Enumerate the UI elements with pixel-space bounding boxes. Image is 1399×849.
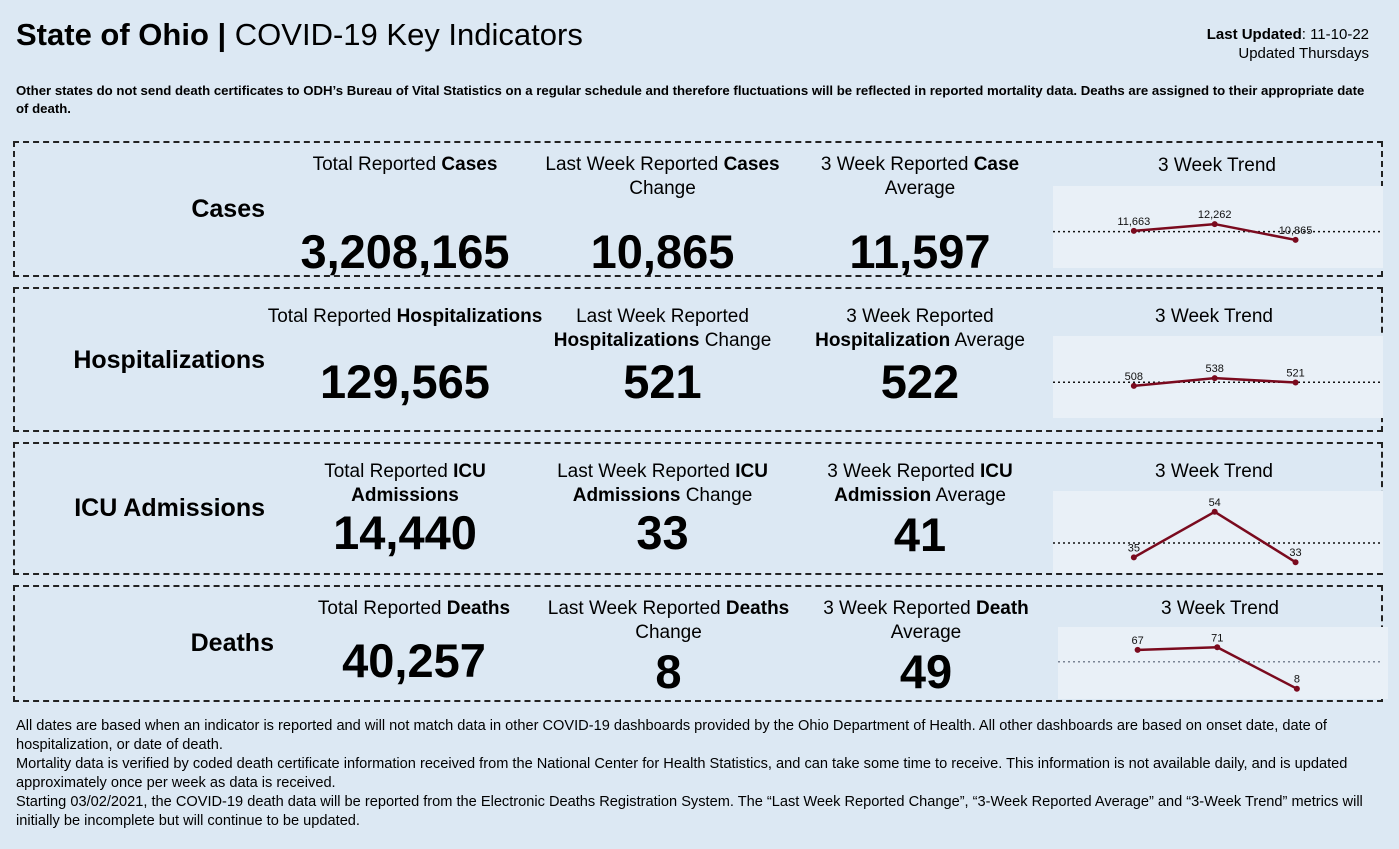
update-frequency: Updated Thursdays [1238,45,1369,62]
cases-average-value: 11,597 [849,225,991,278]
trend-point [1134,646,1141,653]
trend-point [1292,236,1299,243]
hospitalizations-change-value: 521 [623,355,702,408]
last-updated-value: : 11-10-22 [1301,26,1369,43]
trend-data-label: 71 [1211,632,1223,644]
trend-data-label: 12,262 [1198,209,1232,221]
total-cases-value: 3,208,165 [300,225,510,278]
icu-admissions-panel: ICU Admissions Total Reported ICU Admiss… [13,442,1383,575]
total-hospitalizations-value: 129,565 [320,355,490,408]
trend-title: 3 Week Trend [1158,155,1276,176]
metric-label-bold: Cases [441,154,498,175]
trend-data-label: 8 [1294,674,1300,686]
trend-title: 3 Week Trend [1155,461,1273,482]
cases-panel: Cases Total Reported Cases 3,208,165 Las… [13,141,1383,277]
trend-point [1292,379,1299,386]
title-separator: | [208,17,235,52]
cases-change-metric: Last Week Reported Cases Change 10,865 [540,153,785,277]
footer-note: Mortality data is verified by coded deat… [16,756,1348,791]
deaths-average-value: 49 [899,645,953,698]
row-label: ICU Admissions [74,494,265,522]
trend-point [1130,227,1137,234]
icu-average-metric: 3 Week Reported ICU Admission Average 41 [805,460,1035,560]
trend-data-label: 67 [1132,635,1144,647]
hospitalizations-average-value: 522 [880,355,960,408]
hospitalizations-change-metric: Last Week Reported Hospitalizations Chan… [540,305,785,407]
deaths-trend-chart: 67 71 8 [1058,627,1388,699]
deaths-change-value: 8 [655,645,682,698]
icu-trend-chart: 35 54 33 [1053,491,1383,573]
trend-point [1293,685,1300,692]
trend-series-line [1133,510,1297,564]
trend-point [1130,382,1137,389]
trend-data-label: 33 [1289,547,1301,559]
trend-point [1214,644,1221,651]
footer-notes: All dates are based when an indicator is… [16,717,1381,831]
hospitalizations-panel: Hospitalizations Total Reported Hospital… [13,287,1383,432]
row-label: Deaths [190,629,274,657]
row-label: Cases [191,195,265,223]
metric-label: Total Reported [312,154,442,175]
total-icu-value: 14,440 [333,506,477,559]
footer-note: All dates are based when an indicator is… [16,718,1327,753]
page-title: State of Ohio | COVID-19 Key Indicators [16,17,583,53]
deaths-average-metric: 3 Week Reported Death Average 49 [811,597,1041,697]
trend-data-label: 11,663 [1117,216,1150,228]
trend-data-label: 521 [1286,368,1304,380]
state-name: State of Ohio [16,17,209,52]
cases-change-value: 10,865 [590,225,735,278]
row-label: Hospitalizations [73,346,265,374]
trend-point [1130,554,1137,561]
total-deaths-value: 40,257 [342,634,486,687]
icu-average-value: 41 [893,508,947,561]
trend-title: 3 Week Trend [1161,598,1279,619]
trend-title: 3 Week Trend [1155,306,1273,327]
trend-point [1292,559,1299,566]
trend-data-label: 54 [1209,497,1221,509]
cases-trend-chart: 11,663 12,262 10,865 [1053,186,1383,268]
trend-point [1211,508,1218,515]
total-cases-metric: Total Reported Cases 3,208,165 [255,153,555,277]
cases-average-metric: 3 Week Reported Case Average 11,597 [805,153,1035,277]
trend-series-line [1137,646,1298,690]
total-icu-metric: Total Reported ICU Admissions 14,440 [255,460,555,558]
trend-point [1211,221,1218,228]
last-updated-label: Last Updated [1206,26,1302,43]
total-deaths-metric: Total Reported Deaths 40,257 [264,597,564,686]
footer-note: Starting 03/02/2021, the COVID-19 death … [16,794,1363,829]
trend-data-label: 538 [1206,363,1224,375]
trend-data-label: 508 [1125,371,1143,383]
icu-change-value: 33 [636,506,689,559]
trend-point [1211,375,1218,382]
trend-data-label: 35 [1128,542,1140,554]
hospitalizations-trend-chart: 508 538 521 [1053,336,1383,418]
trend-data-label: 10,865 [1279,225,1313,237]
mortality-notice: Other states do not send death certifica… [16,83,1365,116]
deaths-change-metric: Last Week Reported Deaths Change 8 [547,598,790,698]
dashboard-title: COVID-19 Key Indicators [234,17,583,52]
total-hospitalizations-metric: Total Reported Hospitalizations 129,565 [255,305,555,407]
deaths-panel: Deaths Total Reported Deaths 40,257 Last… [13,585,1388,702]
last-updated: Last Updated: 11-10-22 Updated Thursdays [1207,25,1369,63]
icu-change-metric: Last Week Reported ICU Admissions Change… [540,460,785,558]
hospitalizations-average-metric: 3 Week Reported Hospitalization Average … [805,305,1035,407]
